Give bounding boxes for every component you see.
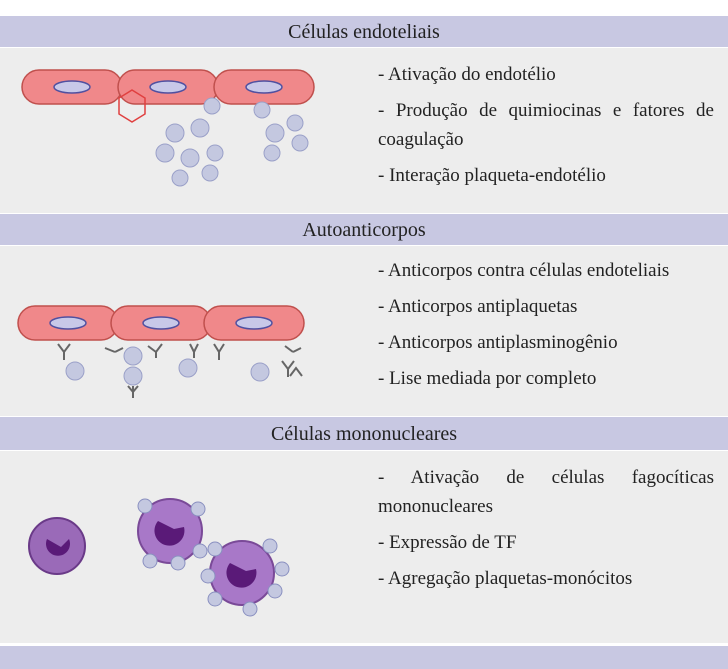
item: - Agregação plaquetas-monócitos (378, 568, 633, 589)
item: - Interação plaqueta-endotélio (378, 165, 606, 186)
section-body: - Ativação de células fagocíticas mononu… (0, 450, 728, 643)
section-title: Autoanticorpos (0, 213, 728, 245)
item: - Anticorpos antiplasminogênio (378, 332, 618, 353)
item: - Anticorpos antiplaquetas (378, 296, 578, 317)
section-body: - Ativação do endotélio - Produção de qu… (0, 47, 728, 214)
item: - Lise mediada por completo (378, 368, 597, 389)
autoantibody-illustration (17, 305, 305, 398)
section-title: Células endoteliais (0, 15, 728, 47)
item: - Ativação do endotélio (378, 64, 556, 85)
item: - Anticorpos contra células endoteliais (378, 260, 670, 281)
mononuclear-illustration (28, 498, 290, 617)
endothelial-illustration (21, 69, 315, 187)
section-title: Células mononucleares (0, 416, 728, 450)
item: - Expressão de TF (378, 532, 517, 553)
section-body: - Anticorpos contra células endoteliais … (0, 245, 728, 417)
item: - Produção de quimiocinas e fatores de c… (378, 100, 714, 150)
item: - Ativação de células fagocíticas mononu… (378, 467, 714, 517)
section-strip (0, 645, 728, 669)
